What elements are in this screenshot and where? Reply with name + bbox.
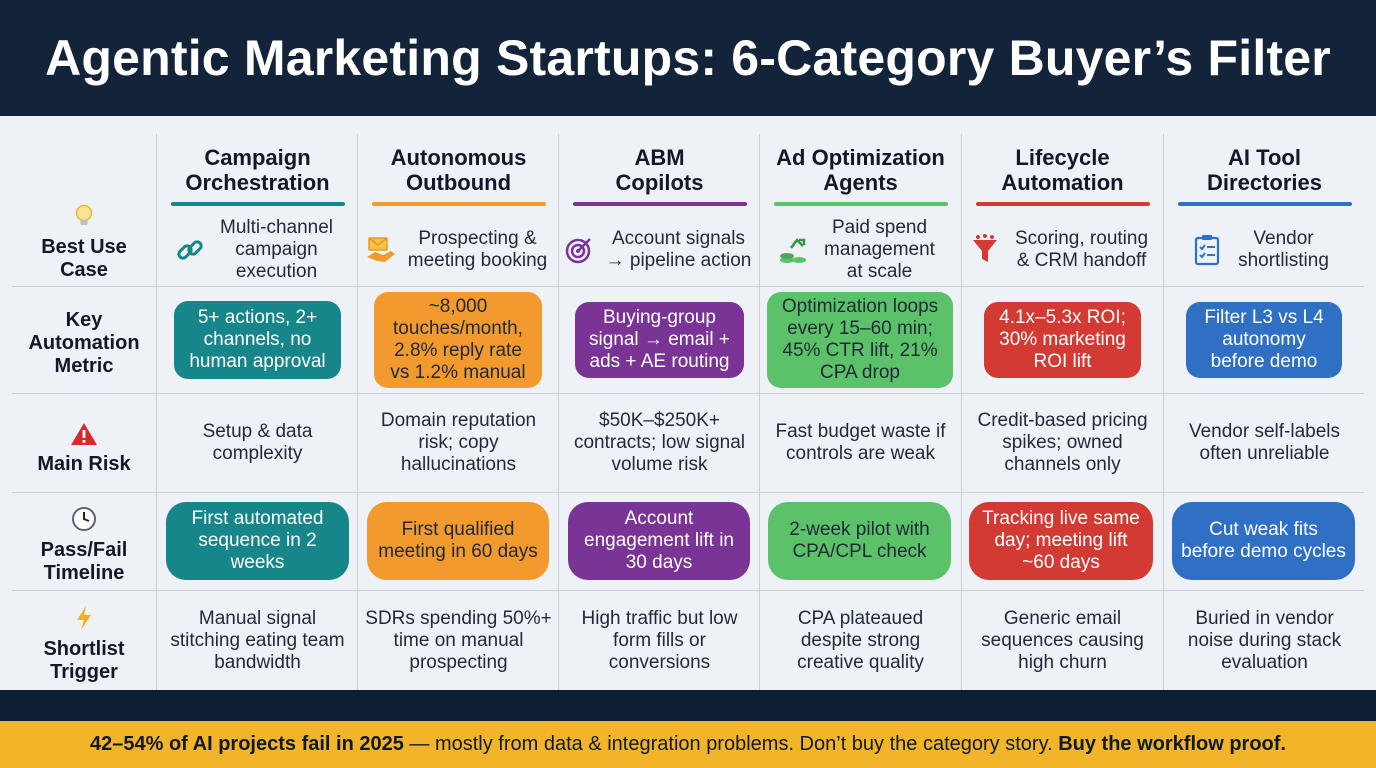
timeline-pill: Tracking live same day; meeting lift ~60… xyxy=(969,502,1153,580)
lightbulb-icon xyxy=(73,203,95,235)
column-title: Autonomous Outbound xyxy=(390,145,527,195)
divider xyxy=(12,492,1364,493)
row-label-trigger: Shortlist Trigger xyxy=(12,598,156,690)
column-accent-bar xyxy=(1177,202,1352,206)
column-header-campaign-orchestration: Campaign Orchestration xyxy=(157,134,358,214)
trigger-text: Manual signal stitching eating team band… xyxy=(170,607,345,673)
column-accent-bar xyxy=(773,202,948,206)
checklist-icon xyxy=(1191,234,1223,266)
column-accent-bar xyxy=(371,202,546,206)
divider xyxy=(12,286,1364,287)
row-label-key-metric: Key Automation Metric xyxy=(12,293,156,393)
column-title: Ad Optimization Agents xyxy=(776,145,945,195)
divider xyxy=(1163,134,1164,690)
use-case-cell: Scoring, routing & CRM handoff xyxy=(962,214,1163,286)
metric-pill: 5+ actions, 2+ channels, no human approv… xyxy=(174,301,341,379)
link-icon xyxy=(174,234,206,266)
divider xyxy=(357,134,358,690)
use-case-text: Account signals → pipeline action xyxy=(605,228,752,271)
divider xyxy=(759,134,760,690)
handshake-icon xyxy=(365,234,397,266)
footer-banner: 42–54% of AI projects fail in 2025 — mos… xyxy=(0,721,1376,768)
column-title: Lifecycle Automation xyxy=(1001,145,1124,195)
risk-text: Credit-based pricing spikes; owned chann… xyxy=(977,410,1148,475)
timeline-pill: First automated sequence in 2 weeks xyxy=(166,502,349,580)
divider xyxy=(961,134,962,690)
row-label-best-use-case: Best Use Case xyxy=(12,198,156,286)
divider xyxy=(12,590,1364,591)
use-case-cell: Vendor shortlisting xyxy=(1164,214,1365,286)
row-label-text: Best Use Case xyxy=(41,235,127,281)
row-label-text: Key Automation Metric xyxy=(28,308,140,377)
title-bar: Agentic Marketing Startups: 6-Category B… xyxy=(0,0,1376,116)
footer-text: — mostly from data & integration problem… xyxy=(403,733,1059,755)
use-case-cell: Paid spend management at scale xyxy=(760,214,961,286)
funnel-icon xyxy=(969,234,1001,266)
metric-pill: 4.1x–5.3x ROI; 30% marketing ROI lift xyxy=(984,302,1141,378)
page-title: Agentic Marketing Startups: 6-Category B… xyxy=(45,30,1331,86)
risk-text: Vendor self-labels often unreliable xyxy=(1188,421,1341,464)
column-accent-bar xyxy=(572,202,747,206)
timeline-pill: First qualified meeting in 60 days xyxy=(367,502,549,580)
column-header-lifecycle-automation: Lifecycle Automation xyxy=(962,134,1163,214)
footer-callout: Buy the workflow proof. xyxy=(1058,733,1286,755)
use-case-text: Multi-channel campaign execution xyxy=(220,217,333,282)
row-label-text: Pass/Fail Timeline xyxy=(40,538,128,584)
use-case-text: Prospecting & meeting booking xyxy=(407,228,548,271)
column-header-abm-copilots: ABM Copilots xyxy=(559,134,760,214)
use-case-cell: Prospecting & meeting booking xyxy=(358,214,559,286)
use-case-text: Paid spend management at scale xyxy=(824,217,935,282)
target-icon xyxy=(563,234,595,266)
warning-icon xyxy=(70,422,98,452)
trigger-text: Generic email sequences causing high chu… xyxy=(981,607,1144,673)
metric-pill: ~8,000 touches/month, 2.8% reply rate vs… xyxy=(374,292,542,388)
trigger-text: CPA plateaued despite strong creative qu… xyxy=(797,607,924,673)
risk-text: $50K–$250K+ contracts; low signal volume… xyxy=(573,410,746,475)
risk-text: Setup & data complexity xyxy=(202,421,313,464)
metric-pill: Optimization loops every 15–60 min; 45% … xyxy=(767,292,953,388)
column-title: Campaign Orchestration xyxy=(185,145,330,195)
use-case-text: Scoring, routing & CRM handoff xyxy=(1014,228,1149,271)
trigger-text: High traffic but low form fills or conve… xyxy=(581,607,738,673)
divider xyxy=(156,134,157,690)
metric-pill: Buying-group signal → email + ads + AE r… xyxy=(575,302,744,378)
column-header-ad-optimization-agents: Ad Optimization Agents xyxy=(760,134,961,214)
divider xyxy=(558,134,559,690)
lightning-icon xyxy=(74,605,94,637)
risk-text: Domain reputation risk; copy hallucinati… xyxy=(380,410,537,475)
risk-text: Fast budget waste if controls are weak xyxy=(775,421,946,464)
column-accent-bar xyxy=(975,202,1150,206)
row-label-timeline: Pass/Fail Timeline xyxy=(12,500,156,590)
trigger-text: Buried in vendor noise during stack eval… xyxy=(1187,607,1342,673)
clock-icon xyxy=(71,506,97,538)
column-accent-bar xyxy=(170,202,345,206)
divider xyxy=(12,393,1364,394)
column-header-ai-tool-directories: AI Tool Directories xyxy=(1164,134,1365,214)
use-case-text: Vendor shortlisting xyxy=(1238,228,1329,271)
use-case-cell: Account signals → pipeline action xyxy=(559,214,760,286)
column-title: AI Tool Directories xyxy=(1207,145,1322,195)
trigger-text: SDRs spending 50%+ time on manual prospe… xyxy=(365,607,552,673)
footer-stat: 42–54% of AI projects fail in 2025 xyxy=(90,733,404,755)
timeline-pill: 2-week pilot with CPA/CPL check xyxy=(768,502,951,580)
metric-pill: Filter L3 vs L4 autonomy before demo xyxy=(1186,302,1342,378)
row-label-main-risk: Main Risk xyxy=(12,406,156,492)
column-header-autonomous-outbound: Autonomous Outbound xyxy=(358,134,559,214)
money-growth-icon xyxy=(777,234,809,266)
column-title: ABM Copilots xyxy=(615,145,704,195)
row-label-text: Shortlist Trigger xyxy=(43,637,125,683)
timeline-pill: Cut weak fits before demo cycles xyxy=(1172,502,1355,580)
timeline-pill: Account engagement lift in 30 days xyxy=(568,502,750,580)
use-case-cell: Multi-channel campaign execution xyxy=(157,214,358,286)
row-label-text: Main Risk xyxy=(37,453,131,475)
comparison-table: Best Use Case Key Automation Metric Main… xyxy=(0,116,1376,690)
